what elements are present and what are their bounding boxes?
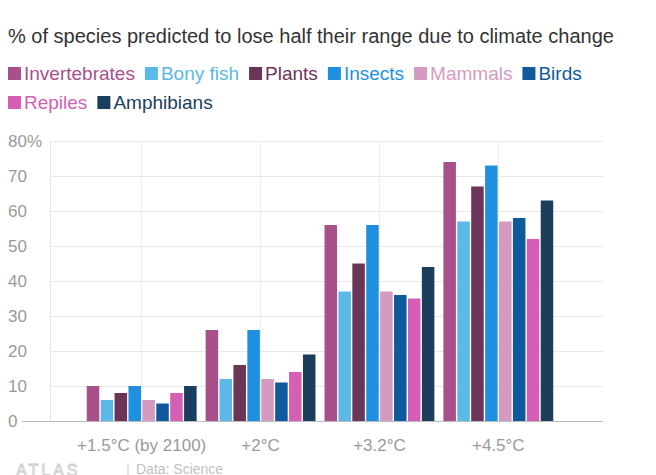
bar	[338, 292, 351, 422]
y-grid-line	[50, 141, 603, 142]
legend-label: Insects	[344, 63, 404, 84]
y-tick: 80%	[8, 132, 603, 151]
bar	[527, 239, 540, 421]
y-tick-label: 60	[8, 202, 27, 221]
y-tick-label: 0	[8, 412, 17, 431]
bar	[380, 292, 393, 422]
footer: ATLAS Data: Science	[16, 461, 223, 475]
legend-swatch	[522, 67, 535, 80]
bar	[303, 355, 316, 422]
legend-label: Invertebrates	[24, 63, 135, 84]
x-tick-label: +3.2°C	[353, 436, 406, 455]
legend-swatch	[249, 67, 262, 80]
legend-item: Insects	[328, 63, 404, 84]
y-grid-line	[22, 421, 603, 422]
x-tick: +4.5°C	[472, 421, 525, 455]
legend-item: Bony fish	[145, 63, 239, 84]
x-tick: +3.2°C	[353, 421, 406, 455]
bar	[261, 379, 274, 421]
y-grid-line	[50, 176, 603, 177]
bar	[233, 365, 246, 421]
bar	[325, 225, 338, 421]
legend-item: Mammals	[414, 63, 512, 84]
x-tick: +2°C	[241, 421, 279, 455]
legend-swatch	[8, 67, 21, 80]
bar	[156, 404, 169, 422]
x-tick-label: +1.5°C (by 2100)	[77, 436, 206, 455]
bar	[499, 222, 512, 422]
legend-swatch	[328, 67, 341, 80]
legend-label: Amphibians	[113, 92, 212, 113]
bar	[87, 386, 100, 421]
legend-item: Birds	[522, 63, 581, 84]
bar	[275, 383, 288, 422]
legend-label: Repiles	[24, 92, 87, 113]
bar	[443, 162, 456, 421]
bar	[128, 386, 141, 421]
bar	[366, 225, 379, 421]
legend-swatch	[145, 67, 158, 80]
bar	[513, 218, 526, 421]
x-tick: +1.5°C (by 2100)	[77, 421, 206, 455]
legend-label: Plants	[265, 63, 318, 84]
source: Data: Science	[136, 461, 223, 475]
footer-separator	[128, 463, 129, 475]
bar	[220, 379, 233, 421]
bar	[485, 166, 498, 422]
legend-label: Bony fish	[161, 63, 239, 84]
y-tick-label: 40	[8, 272, 27, 291]
x-tick-label: +2°C	[241, 436, 279, 455]
bar	[289, 372, 302, 421]
y-tick-label: 70	[8, 167, 27, 186]
legend-item: Invertebrates	[8, 63, 135, 84]
legend-swatch	[8, 96, 21, 109]
y-tick-label: 50	[8, 237, 27, 256]
y-grid-line	[50, 211, 603, 212]
y-tick-label: 20	[8, 342, 27, 361]
legend-item: Repiles	[8, 92, 87, 113]
bar	[471, 187, 484, 422]
y-tick-label: 10	[8, 377, 27, 396]
bar	[457, 222, 470, 422]
bars	[87, 162, 553, 421]
legend-item: Plants	[249, 63, 318, 84]
bar	[115, 393, 128, 421]
bar	[394, 295, 407, 421]
y-axis: 0 10 20 30 40 50 60 70 80%	[8, 132, 603, 431]
bar	[541, 201, 554, 422]
y-tick-label: 30	[8, 307, 27, 326]
bar	[247, 330, 260, 421]
bar	[142, 400, 155, 421]
legend: Invertebrates Bony fish Plants Insects Mamma…	[8, 63, 582, 113]
legend-label: Birds	[538, 63, 581, 84]
x-axis-line	[83, 421, 559, 422]
chart: % of species predicted to lose half thei…	[0, 0, 656, 475]
bar	[170, 393, 183, 421]
x-tick-label: +4.5°C	[472, 436, 525, 455]
x-axis: +1.5°C (by 2100) +2°C +3.2°C +4.5°C	[77, 421, 558, 455]
y-tick-label: 80%	[8, 132, 42, 151]
legend-swatch	[414, 67, 427, 80]
legend-swatch	[97, 96, 110, 109]
y-tick: 70	[8, 167, 603, 186]
bar	[408, 299, 421, 422]
bar	[101, 400, 114, 421]
title: % of species predicted to lose half thei…	[8, 25, 614, 47]
legend-label: Mammals	[430, 63, 512, 84]
bar	[352, 264, 365, 422]
bar	[206, 330, 219, 421]
logo: ATLAS	[16, 462, 81, 475]
bar	[184, 386, 197, 421]
legend-item: Amphibians	[97, 92, 212, 113]
bar	[422, 267, 435, 421]
